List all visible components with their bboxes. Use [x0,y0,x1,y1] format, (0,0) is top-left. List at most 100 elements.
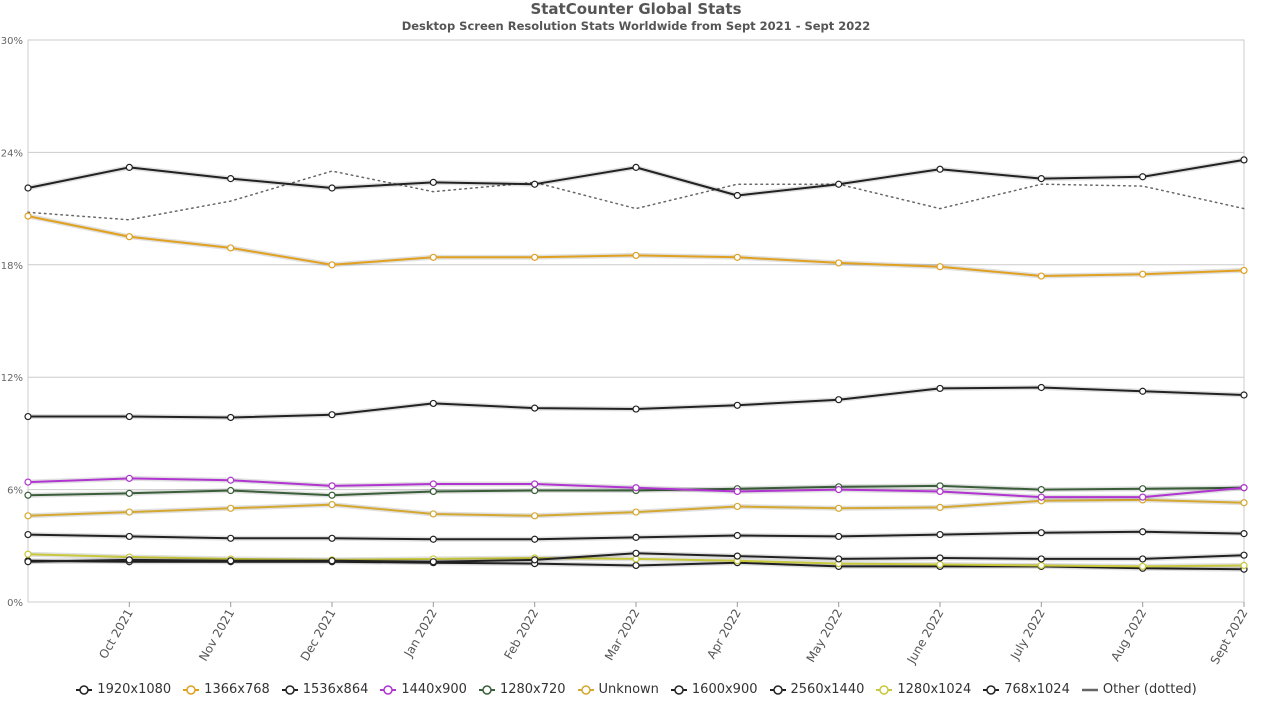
legend-item-1366x768[interactable]: 1366x768 [182,682,270,697]
data-point[interactable] [227,486,235,495]
data-point[interactable] [1037,272,1045,280]
data-point[interactable] [24,530,32,539]
data-point[interactable] [531,404,539,412]
data-point[interactable] [936,503,944,511]
data-point[interactable] [632,251,640,260]
data-point[interactable] [1240,561,1248,570]
data-point[interactable] [227,504,235,512]
data-point[interactable] [125,532,133,541]
data-point[interactable] [125,556,133,564]
data-point[interactable] [125,474,133,482]
legend-item-1280x720[interactable]: 1280x720 [478,682,566,697]
data-point[interactable] [227,534,235,542]
data-point[interactable] [1240,391,1248,399]
data-point[interactable] [24,212,32,220]
data-point[interactable] [125,163,133,171]
data-point[interactable] [1037,561,1045,570]
data-point[interactable] [1037,493,1045,501]
data-point[interactable] [632,533,640,541]
legend-item-1440x900[interactable]: 1440x900 [379,682,467,697]
data-point[interactable] [733,487,741,496]
data-point[interactable] [1139,528,1147,536]
data-point[interactable] [531,486,539,495]
data-point[interactable] [632,561,640,570]
data-point[interactable] [1139,555,1147,563]
data-point[interactable] [429,535,437,543]
legend-item-1536x864[interactable]: 1536x864 [281,682,368,697]
data-point[interactable] [125,489,133,497]
data-point[interactable] [24,478,32,486]
data-point[interactable] [835,396,843,404]
data-point[interactable] [328,534,336,542]
data-point[interactable] [936,560,944,569]
data-point[interactable] [733,401,741,409]
data-point[interactable] [227,244,235,252]
data-point[interactable] [531,253,539,261]
data-point[interactable] [1240,499,1248,507]
data-point[interactable] [835,504,843,512]
legend-item-other-dotted[interactable]: Other (dotted) [1081,682,1197,697]
legend-item-1600x900[interactable]: 1600x900 [670,682,758,697]
data-point[interactable] [24,512,32,520]
data-point[interactable] [936,384,944,393]
data-point[interactable] [429,178,437,186]
data-point[interactable] [1139,562,1147,571]
data-point[interactable] [125,508,133,516]
data-point[interactable] [531,512,539,520]
data-point[interactable] [328,557,336,565]
data-point[interactable] [227,557,235,565]
data-point[interactable] [24,491,32,499]
data-point[interactable] [24,558,32,566]
data-point[interactable] [733,531,741,540]
data-point[interactable] [936,554,944,562]
data-point[interactable] [1139,485,1147,493]
legend-item-1920x1080[interactable]: 1920x1080 [75,682,171,697]
data-point[interactable] [24,412,32,421]
data-point[interactable] [632,508,640,516]
data-point[interactable] [125,233,133,241]
data-point[interactable] [328,411,336,419]
data-point[interactable] [429,399,437,408]
data-point[interactable] [936,530,944,539]
data-point[interactable] [328,500,336,509]
data-point[interactable] [733,502,741,511]
data-point[interactable] [1037,383,1045,392]
data-point[interactable] [1139,270,1147,278]
data-point[interactable] [936,263,944,271]
data-point[interactable] [835,259,843,267]
data-point[interactable] [1037,175,1045,183]
data-point[interactable] [24,550,32,558]
data-point[interactable] [835,486,843,494]
data-point[interactable] [429,510,437,518]
data-point[interactable] [1240,266,1248,275]
data-point[interactable] [1139,493,1147,501]
data-point[interactable] [733,191,741,200]
data-point[interactable] [632,405,640,413]
data-point[interactable] [1240,530,1248,538]
data-point[interactable] [1037,486,1045,494]
data-point[interactable] [1240,551,1248,559]
data-point[interactable] [429,487,437,496]
data-point[interactable] [429,480,437,488]
data-point[interactable] [936,165,944,173]
data-point[interactable] [227,175,235,183]
data-point[interactable] [1037,529,1045,537]
data-point[interactable] [1240,156,1248,164]
data-point[interactable] [632,484,640,492]
data-point[interactable] [733,253,741,261]
data-point[interactable] [632,163,640,171]
data-point[interactable] [835,555,843,563]
data-point[interactable] [531,556,539,564]
data-point[interactable] [328,491,336,499]
legend-item-2560x1440[interactable]: 2560x1440 [769,682,864,697]
data-point[interactable] [328,184,336,192]
data-point[interactable] [227,476,235,484]
data-point[interactable] [24,184,32,192]
data-point[interactable] [531,480,539,488]
data-point[interactable] [531,535,539,543]
data-point[interactable] [429,558,437,566]
data-point[interactable] [227,413,235,422]
legend-item-unknown[interactable]: Unknown [577,682,659,697]
data-point[interactable] [328,482,336,490]
data-point[interactable] [429,253,437,261]
